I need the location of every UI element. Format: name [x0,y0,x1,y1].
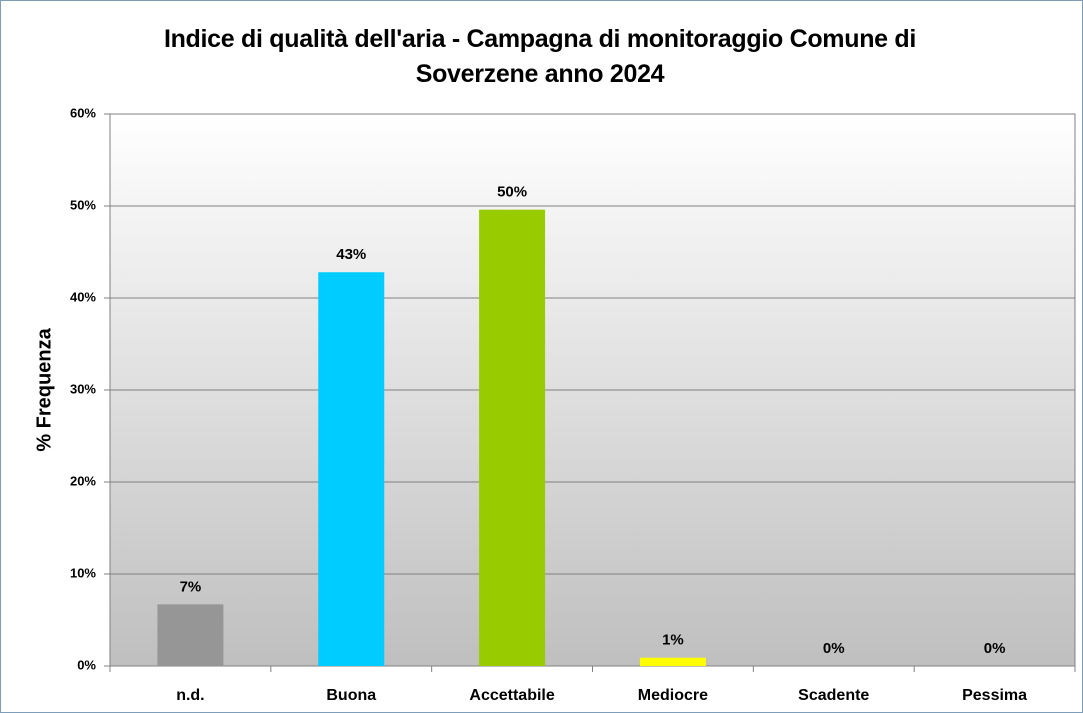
data-label: 43% [336,246,366,263]
data-label: 0% [823,640,845,657]
bar [479,209,546,666]
chart-title: Indice di qualità dell'aria - Campagna d… [163,25,917,88]
x-tick-label: n.d. [176,687,204,704]
y-tick-label: 50% [70,197,96,212]
y-tick-label: 30% [70,381,96,396]
y-tick-label: 60% [70,105,96,120]
x-tick-label: Scadente [798,687,869,704]
x-tick-label: Mediocre [638,687,708,704]
y-tick-label: 20% [70,473,96,488]
x-tick-label: Accettabile [469,687,554,704]
y-tick-label: 40% [70,289,96,304]
bar [157,604,224,666]
bar [639,657,706,666]
data-label: 1% [662,632,684,649]
x-tick-label: Buona [326,687,376,704]
data-label: 50% [497,184,527,201]
x-tick-label: Pessima [962,687,1027,704]
data-label: 7% [180,578,202,595]
y-tick-label: 10% [70,565,96,580]
bar [318,272,385,666]
data-label: 0% [984,640,1006,657]
y-axis-label: % Frequenza [33,327,55,451]
y-tick-label: 0% [77,657,96,672]
